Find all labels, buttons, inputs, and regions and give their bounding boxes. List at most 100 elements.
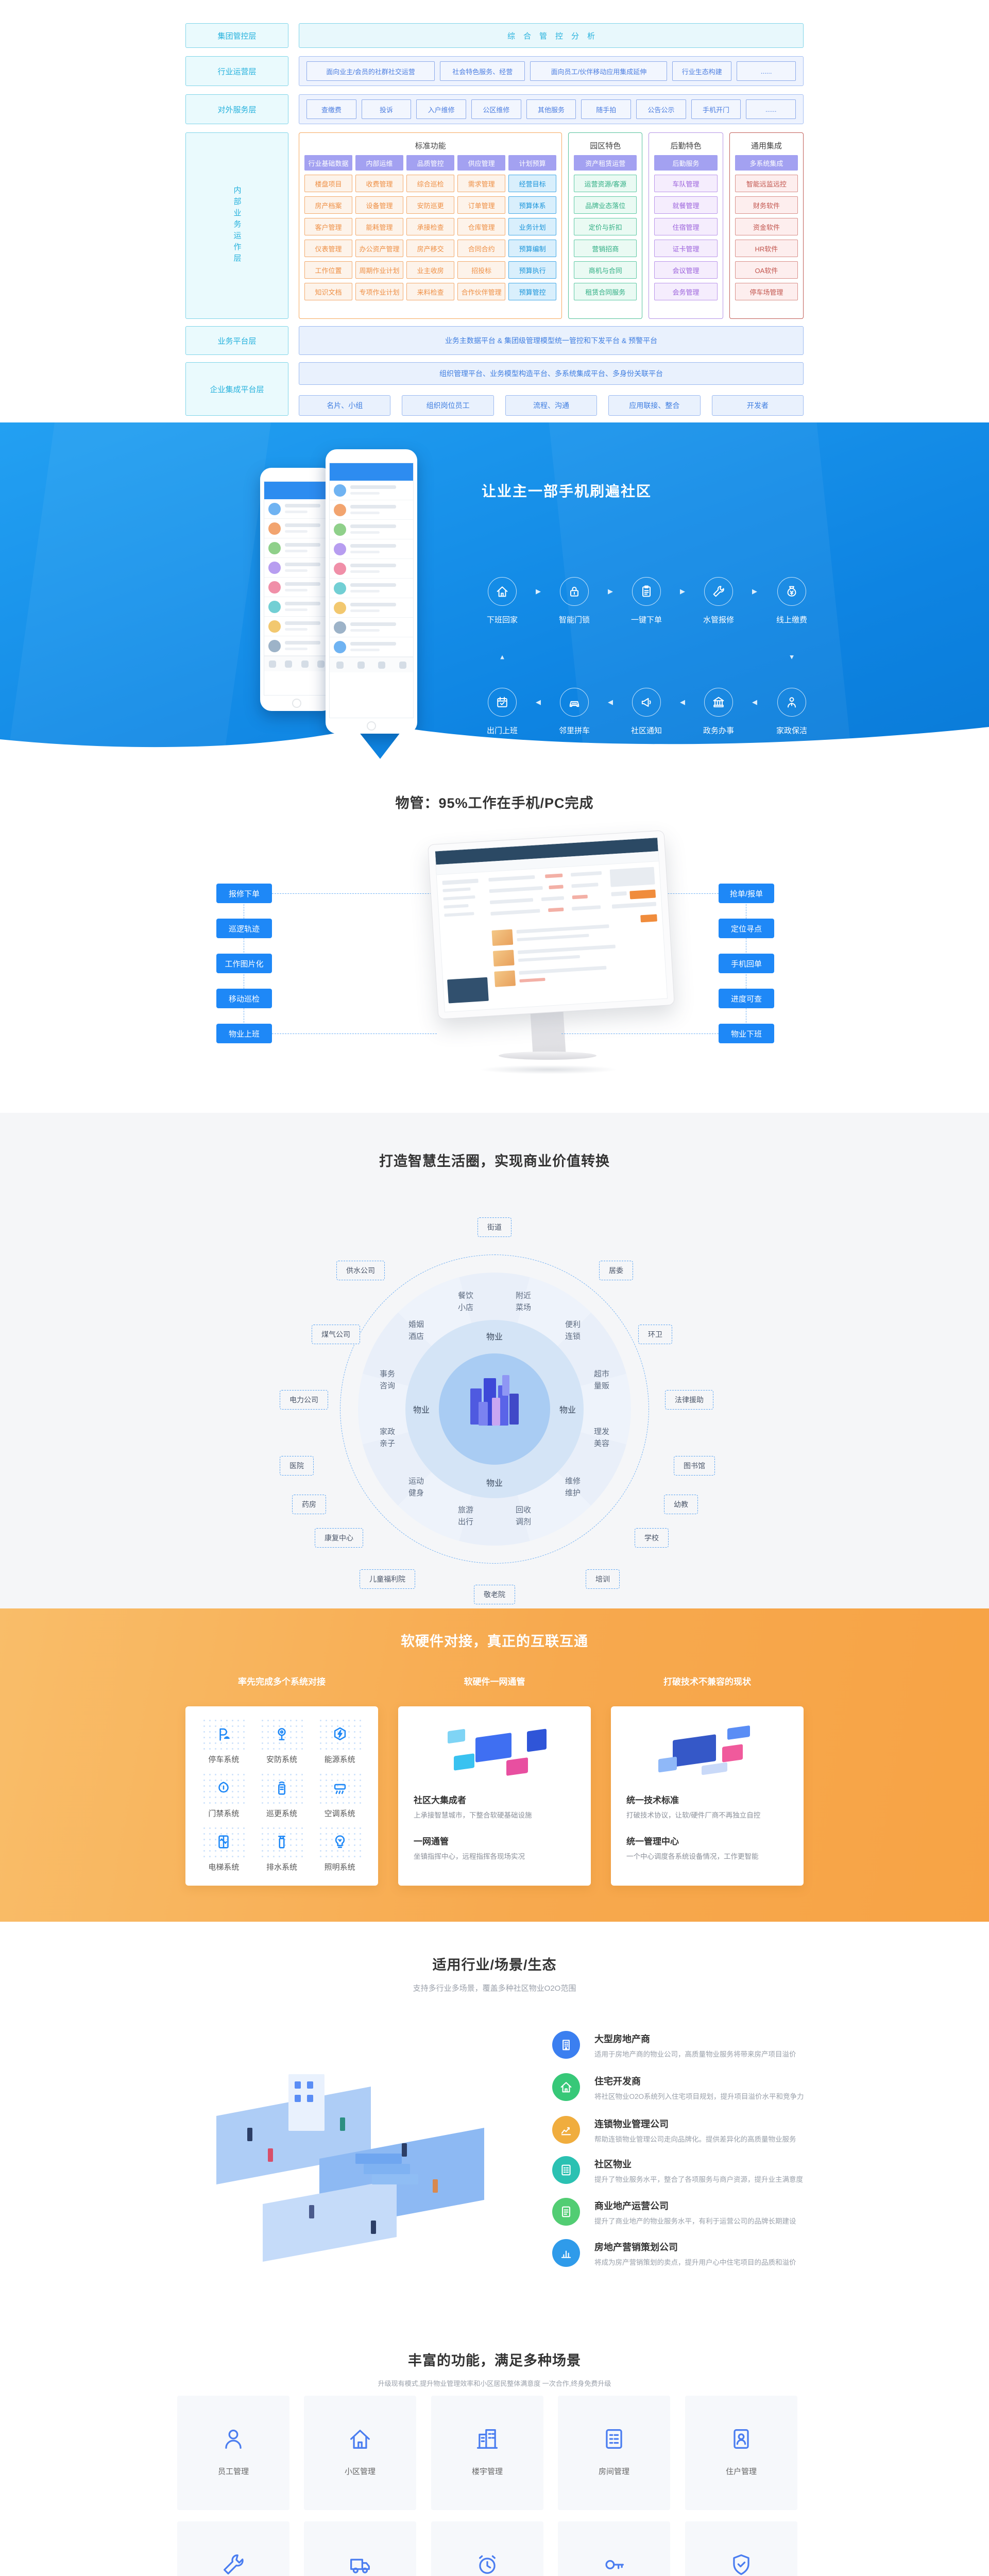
- illustration-shape: [702, 1762, 727, 1775]
- system-能源系统: 能源系统: [311, 1718, 369, 1767]
- monitor-screen-element: [447, 977, 489, 1004]
- property-ring-label: 物业: [486, 1479, 503, 1488]
- core-cell: 综合巡检: [406, 175, 455, 192]
- pm-tag-工作图片化: 工作图片化: [216, 954, 272, 973]
- buildings-icon: [476, 2429, 498, 2449]
- industry-title: 社区物业: [594, 2159, 632, 2170]
- house-icon: [560, 2082, 572, 2093]
- ecosystem-node-供水公司: 供水公司: [336, 1261, 385, 1280]
- roomlist-icon: [606, 2429, 622, 2449]
- hero-step-circle: [777, 577, 806, 606]
- industry-title: 大型房地产商: [594, 2034, 650, 2044]
- integration-title: 软硬件对接，真正的互联互通: [401, 1634, 588, 1649]
- phone-bottom-nav: [264, 656, 329, 671]
- core-cell: 业务计划: [508, 218, 557, 235]
- ecosystem-node-街道: 街道: [478, 1217, 511, 1237]
- phone-list-row: [264, 617, 329, 636]
- hero-step-circle: [560, 577, 589, 606]
- industry-desc: 提升了商业地产的物业服务水平，有利于运营公司的品牌长期建设: [594, 2217, 796, 2225]
- core-label: 内部业务运作层: [185, 132, 288, 319]
- flow-arrow-icon: ▶: [536, 587, 541, 595]
- ecosystem-node-煤气公司: 煤气公司: [312, 1325, 360, 1344]
- hero-step-出门上班: 出门上班: [474, 688, 531, 736]
- phone-mockup-left: [260, 468, 333, 711]
- core-cell: 经营目标: [508, 175, 557, 192]
- hero-step-线上缴费: 线上缴费: [763, 577, 820, 625]
- phone-list-row: [330, 618, 413, 637]
- illustration-shape: [506, 1757, 528, 1776]
- feature-label: 小区管理: [344, 2467, 376, 2476]
- scene-shape: [295, 2095, 301, 2102]
- core-cell: 工作位置: [304, 261, 353, 279]
- phone-list-row: [264, 519, 329, 538]
- phone-list-row: [330, 520, 413, 539]
- ecosystem-outer-dashed-ring: [340, 1255, 649, 1564]
- scene-shape: [307, 2081, 313, 2089]
- car-icon: [569, 701, 579, 707]
- core-cell: 承接检查: [406, 218, 455, 235]
- feature-card-房间管理: 房间管理: [558, 2396, 670, 2510]
- industries-title: 适用行业/场景/生态: [432, 1957, 557, 1973]
- layer-item: 公区维修: [471, 99, 521, 119]
- core-cell: 资金软件: [735, 218, 798, 235]
- hero-step-水管报修: 水管报修: [690, 577, 747, 625]
- iso-building: [479, 1402, 488, 1426]
- monitor-screen-element: [517, 934, 589, 942]
- core-cell: 仓库管理: [457, 218, 506, 235]
- bulb-icon: [335, 1835, 345, 1849]
- ecosystem-node-图书馆: 图书馆: [674, 1456, 715, 1476]
- core-column: 后勤服务 车队管理 就餐管理 住宿管理 证卡管理 会议管理 会务管理: [654, 155, 718, 312]
- hero-step-label: 水管报修: [703, 616, 734, 624]
- phone-bottom-nav: [330, 657, 413, 672]
- shield-icon: [733, 2554, 749, 2575]
- phone-home-button: [292, 699, 301, 708]
- core-cell: 品牌业态落位: [574, 196, 637, 214]
- integration-col3-header: 打破技术不兼容的现状: [663, 1677, 751, 1687]
- feature-label: 楼宇管理: [471, 2467, 503, 2476]
- platform-row-1: 业务平台层 业务主数据平台 & 集团级管理模型统一管控和下发平台 & 预警平台: [185, 326, 804, 355]
- maid-icon: [788, 697, 796, 708]
- system-label: 门禁系统: [208, 1809, 240, 1818]
- industries-illustration: [185, 2025, 515, 2272]
- core-column-header: 计划预算: [508, 155, 557, 171]
- core-cell: 定价与折扣: [574, 218, 637, 235]
- system-停车系统: 停车系统: [195, 1718, 253, 1767]
- core-column: 多系统集成 智能远监远控 财务软件 资金软件 HR软件 OA软件 停车场管理: [735, 155, 798, 312]
- hero-step-circle: [488, 688, 517, 717]
- layer-label: 集团管控层: [185, 23, 288, 48]
- scene-shape: [340, 2117, 345, 2131]
- core-cell: 合同合约: [457, 240, 506, 257]
- monitor-screen-element: [572, 894, 588, 900]
- hero-wave: [0, 727, 989, 760]
- iso-building: [502, 1375, 509, 1396]
- pm-tag-物业下班: 物业下班: [719, 1024, 774, 1043]
- property-ring-label: 物业: [413, 1406, 430, 1415]
- iso-building: [492, 1398, 500, 1426]
- core-cell: 营销招商: [574, 240, 637, 257]
- dotted-bg: [201, 1825, 246, 1859]
- monitor-stand: [530, 1010, 566, 1056]
- layer-label: 行业运营层: [185, 56, 288, 86]
- ecosystem-node-培训: 培训: [586, 1569, 620, 1589]
- flow-arrow-icon: ▶: [680, 587, 685, 595]
- pm-tag-进度可查: 进度可查: [719, 989, 774, 1008]
- flow-arrow-icon: ▼: [788, 653, 795, 661]
- layer-item: 随手拍: [581, 99, 632, 119]
- core-cell: HR软件: [735, 240, 798, 257]
- platform-box-group: 组织管理平台、业务模型构造平台、多系统集成平台、多身份关联平台 名片、小组 组织岗位…: [299, 362, 804, 416]
- core-column-header: 供应管理: [457, 155, 506, 171]
- system-label: 停车系统: [208, 1755, 240, 1764]
- core-cell: OA软件: [735, 261, 798, 279]
- industry-icon-circle: [552, 2073, 580, 2101]
- hero-step-circle: [777, 688, 806, 717]
- arch-layer-row: 对外服务层 查缴费 投诉 入户维修 公区维修 其他服务 随手拍 公告公示 手机开门......: [185, 94, 804, 124]
- industries-subtitle: 支持多行业多场景，覆盖多种社区物业O2O范围: [413, 1984, 576, 1993]
- feature-card-楼宇管理: 楼宇管理: [431, 2396, 543, 2510]
- standards-card: 统一技术标准 打破技术协议，让软/硬件厂商不再独立自控 统一管理中心 一个中心调度各系…: [611, 1706, 804, 1886]
- core-cell: 房产档案: [304, 196, 353, 214]
- features-title: 丰富的功能，满足多种场景: [408, 2353, 581, 2368]
- core-cell: 预算管控: [508, 283, 557, 300]
- ecosystem-node-环卫: 环卫: [638, 1325, 672, 1344]
- sector-label-回收调剂: 回收 调剂: [515, 1505, 532, 1527]
- system-label: 安防系统: [266, 1755, 297, 1764]
